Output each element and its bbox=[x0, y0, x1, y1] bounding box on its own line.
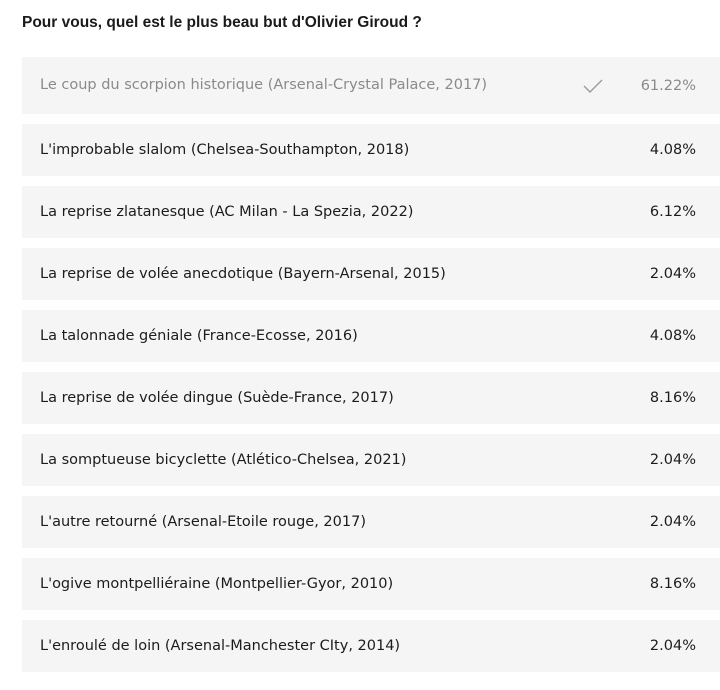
poll-option[interactable]: L'improbable slalom (Chelsea-Southampton… bbox=[22, 124, 720, 176]
poll-option-percent: 2.04% bbox=[649, 638, 696, 654]
poll-option-percent: 2.04% bbox=[649, 514, 696, 530]
poll-option[interactable]: La reprise zlatanesque (AC Milan - La Sp… bbox=[22, 186, 720, 238]
poll-option-percent: 4.08% bbox=[649, 328, 696, 344]
poll-option-percent: 2.04% bbox=[649, 452, 696, 468]
poll-option-percent: 4.08% bbox=[649, 142, 696, 158]
poll-option-percent: 8.16% bbox=[649, 576, 696, 592]
poll-option-percent: 8.16% bbox=[649, 390, 696, 406]
poll-option[interactable]: La somptueuse bicyclette (Atlético-Chels… bbox=[22, 434, 720, 486]
poll-option-label: L'improbable slalom (Chelsea-Southampton… bbox=[40, 141, 410, 158]
poll-question: Pour vous, quel est le plus beau but d'O… bbox=[22, 14, 422, 31]
poll-option-label: La reprise zlatanesque (AC Milan - La Sp… bbox=[40, 203, 414, 220]
poll-option-label: La reprise de volée anecdotique (Bayern-… bbox=[40, 265, 446, 282]
poll-option-label: Le coup du scorpion historique (Arsenal-… bbox=[40, 77, 488, 93]
poll-option-label: La somptueuse bicyclette (Atlético-Chels… bbox=[40, 451, 407, 468]
checkmark-icon bbox=[578, 76, 608, 96]
poll-option[interactable]: L'autre retourné (Arsenal-Etoile rouge, … bbox=[22, 496, 720, 548]
poll-option[interactable]: L'enroulé de loin (Arsenal-Manchester CI… bbox=[22, 620, 720, 672]
poll-option-percent: 61.22% bbox=[640, 77, 696, 94]
poll-option[interactable]: L'ogive montpelliéraine (Montpellier-Gyo… bbox=[22, 558, 720, 610]
poll-option-percent: 6.12% bbox=[649, 204, 696, 220]
poll-option[interactable]: La talonnade géniale (France-Ecosse, 201… bbox=[22, 310, 720, 362]
poll-option-label: La reprise de volée dingue (Suède-France… bbox=[40, 389, 394, 406]
poll-option-label: L'enroulé de loin (Arsenal-Manchester CI… bbox=[40, 637, 401, 654]
poll-option-label: L'ogive montpelliéraine (Montpellier-Gyo… bbox=[40, 575, 394, 592]
poll-option-percent: 2.04% bbox=[649, 266, 696, 282]
poll-option[interactable]: La reprise de volée dingue (Suède-France… bbox=[22, 372, 720, 424]
poll-option-label: L'autre retourné (Arsenal-Etoile rouge, … bbox=[40, 513, 366, 530]
poll-options-list: Le coup du scorpion historique (Arsenal-… bbox=[22, 57, 720, 682]
poll-option[interactable]: La reprise de volée anecdotique (Bayern-… bbox=[22, 248, 720, 300]
poll-option[interactable]: Le coup du scorpion historique (Arsenal-… bbox=[22, 57, 720, 114]
poll-option-label: La talonnade géniale (France-Ecosse, 201… bbox=[40, 327, 358, 344]
